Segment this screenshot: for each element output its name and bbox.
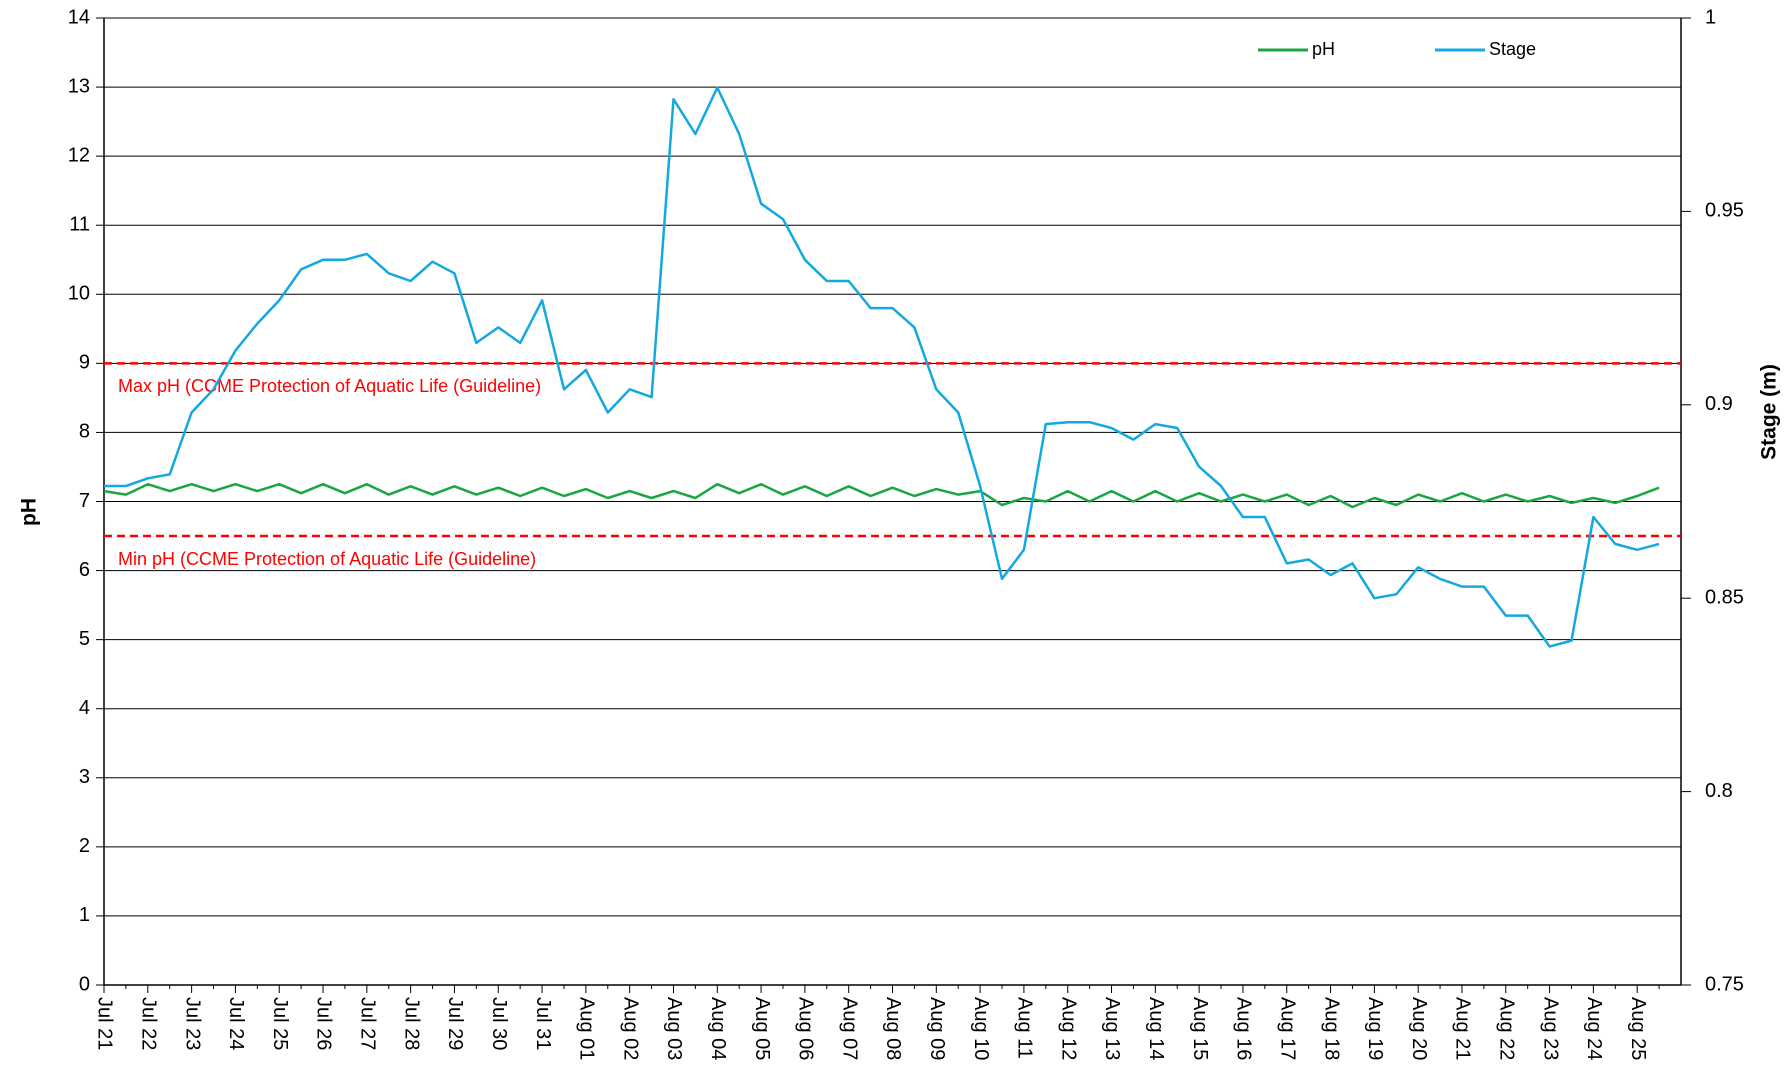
x-tick-label: Aug 17 bbox=[1276, 997, 1298, 1060]
x-tick-label: Aug 09 bbox=[926, 997, 948, 1060]
x-tick-label: Jul 25 bbox=[269, 997, 291, 1050]
x-tick-label: Aug 08 bbox=[882, 997, 904, 1060]
x-tick-label: Jul 28 bbox=[400, 997, 422, 1050]
x-tick-label: Aug 20 bbox=[1408, 997, 1430, 1060]
y-tick-label: 11 bbox=[69, 213, 90, 235]
y-tick-label: 3 bbox=[79, 766, 90, 788]
x-tick-label: Jul 29 bbox=[444, 997, 466, 1050]
x-tick-label: Jul 21 bbox=[94, 997, 116, 1050]
y2-tick-label: 0.9 bbox=[1705, 393, 1733, 415]
y-tick-label: 10 bbox=[68, 283, 90, 305]
series-line bbox=[103, 482, 1660, 509]
y-tick-label: 13 bbox=[68, 75, 90, 97]
legend-label: Stage bbox=[1489, 39, 1536, 59]
x-tick-label: Aug 15 bbox=[1189, 997, 1211, 1060]
x-tick-label: Aug 14 bbox=[1145, 997, 1167, 1060]
y2-tick-label: 0.95 bbox=[1705, 200, 1744, 222]
y-tick-label: 14 bbox=[68, 6, 90, 28]
x-tick-label: Aug 12 bbox=[1057, 997, 1079, 1060]
x-tick-label: Aug 22 bbox=[1495, 997, 1517, 1060]
y2-tick-label: 1 bbox=[1705, 6, 1716, 28]
y-tick-label: 1 bbox=[79, 904, 90, 926]
legend-label: pH bbox=[1312, 39, 1335, 59]
y2-axis-label: Stage (m) bbox=[1758, 364, 1781, 460]
x-tick-label: Aug 04 bbox=[707, 997, 729, 1060]
y2-tick-label: 0.75 bbox=[1705, 973, 1744, 995]
y-tick-label: 8 bbox=[79, 421, 90, 443]
x-tick-label: Aug 02 bbox=[619, 997, 641, 1060]
y2-tick-label: 0.8 bbox=[1705, 780, 1733, 802]
x-tick-label: Aug 10 bbox=[970, 997, 992, 1060]
x-tick-label: Aug 16 bbox=[1233, 997, 1255, 1060]
x-tick-label: Jul 31 bbox=[532, 997, 554, 1050]
x-tick-label: Jul 22 bbox=[138, 997, 160, 1050]
y2-tick-label: 0.85 bbox=[1705, 586, 1744, 608]
x-tick-label: Aug 11 bbox=[1014, 997, 1036, 1059]
x-tick-label: Aug 13 bbox=[1101, 997, 1123, 1060]
y-tick-label: 6 bbox=[79, 559, 90, 581]
series-line bbox=[104, 86, 1660, 648]
guideline-label: Max pH (CCME Protection of Aquatic Life … bbox=[118, 376, 541, 396]
x-tick-label: Aug 05 bbox=[751, 997, 773, 1060]
x-tick-label: Aug 25 bbox=[1627, 997, 1649, 1060]
x-tick-label: Jul 24 bbox=[225, 997, 247, 1050]
y-tick-label: 12 bbox=[68, 144, 90, 166]
y-tick-label: 7 bbox=[79, 490, 90, 512]
guideline-label: Min pH (CCME Protection of Aquatic Life … bbox=[118, 549, 536, 569]
y-tick-label: 2 bbox=[79, 835, 90, 857]
x-tick-label: Aug 24 bbox=[1583, 997, 1605, 1060]
y-tick-label: 4 bbox=[79, 697, 90, 719]
x-tick-label: Jul 26 bbox=[313, 997, 335, 1050]
x-tick-label: Aug 03 bbox=[663, 997, 685, 1060]
x-tick-label: Aug 01 bbox=[576, 997, 598, 1060]
y-axis-label: pH bbox=[18, 498, 41, 526]
x-tick-label: Jul 27 bbox=[357, 997, 379, 1050]
x-tick-label: Aug 23 bbox=[1539, 997, 1561, 1060]
x-tick-label: Aug 07 bbox=[838, 997, 860, 1060]
y-tick-label: 9 bbox=[79, 352, 90, 374]
x-tick-label: Jul 23 bbox=[181, 997, 203, 1050]
y-tick-label: 0 bbox=[79, 973, 90, 995]
y-tick-label: 5 bbox=[79, 628, 90, 650]
x-tick-label: Jul 30 bbox=[488, 997, 510, 1050]
x-tick-label: Aug 18 bbox=[1320, 997, 1342, 1060]
x-tick-label: Aug 21 bbox=[1452, 997, 1474, 1060]
x-tick-label: Aug 06 bbox=[795, 997, 817, 1060]
x-tick-label: Aug 19 bbox=[1364, 997, 1386, 1060]
